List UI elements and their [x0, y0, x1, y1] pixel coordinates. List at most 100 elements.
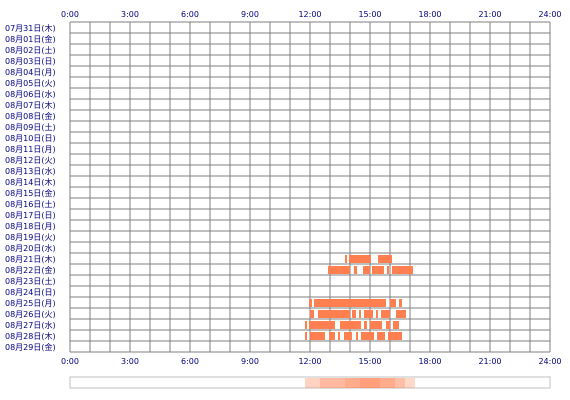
x-tick-label: 12:00	[298, 357, 321, 366]
activity-bar	[338, 332, 340, 340]
row-label: 08月09日(土)	[5, 122, 56, 132]
row-label: 08月20日(水)	[5, 243, 56, 253]
row-label: 08月28日(木)	[5, 331, 56, 341]
x-tick-label: 18:00	[418, 357, 441, 366]
activity-bar	[378, 255, 392, 263]
row-label: 08月26日(火)	[5, 310, 56, 319]
activity-bar	[364, 321, 367, 329]
activity-bar	[376, 310, 378, 318]
row-label: 08月18日(月)	[5, 222, 56, 231]
activity-bar	[396, 310, 406, 318]
activity-bar	[388, 332, 402, 340]
x-tick-label: 9:00	[241, 357, 259, 366]
activity-bar	[310, 310, 314, 318]
x-tick-label: 15:00	[358, 10, 381, 19]
row-label: 08月01日(金)	[5, 34, 56, 44]
row-label: 08月02日(土)	[5, 45, 56, 55]
x-tick-label: 6:00	[181, 357, 199, 366]
row-label: 08月19日(火)	[5, 233, 56, 242]
x-tick-label: 18:00	[418, 10, 441, 19]
activity-bar	[309, 321, 335, 329]
x-tick-label: 0:00	[61, 357, 79, 366]
x-tick-label: 6:00	[181, 10, 199, 19]
x-tick-label: 3:00	[121, 10, 139, 19]
activity-bar	[328, 266, 350, 274]
activity-bar	[305, 332, 307, 340]
x-axis-top: 0:00 3:00 6:00 9:00 12:00 15:00 18:00 21:00 24:0…	[61, 10, 562, 19]
x-tick-label: 21:00	[478, 357, 501, 366]
activity-bar	[386, 321, 390, 329]
row-label: 08月21日(木)	[5, 254, 56, 264]
row-label: 08月16日(土)	[5, 199, 56, 209]
row-label: 08月12日(火)	[5, 156, 56, 165]
activity-strip	[69, 376, 551, 389]
activity-bar	[356, 332, 358, 340]
activity-strip-frame	[69, 376, 551, 389]
activity-bar	[352, 310, 356, 318]
row-label: 08月25日(月)	[5, 299, 56, 308]
row-label: 08月05日(火)	[5, 79, 56, 88]
activity-bar	[354, 266, 357, 274]
row-label: 08月06日(水)	[5, 89, 56, 99]
row-label: 08月10日(日)	[5, 134, 56, 143]
activity-strip-segment	[395, 378, 405, 388]
row-label: 07月31日(木)	[5, 23, 56, 33]
row-label: 08月11日(月)	[5, 145, 56, 154]
x-tick-label: 3:00	[121, 357, 139, 366]
row-label: 08月15日(金)	[5, 188, 56, 198]
activity-strip-segment	[360, 378, 380, 388]
row-label: 08月22日(金)	[5, 265, 56, 275]
activity-bar	[381, 310, 390, 318]
row-label: 08月27日(水)	[5, 320, 56, 330]
activity-bar	[314, 299, 386, 307]
activity-bar	[399, 299, 402, 307]
x-tick-label: 21:00	[478, 10, 501, 19]
chart-bars	[305, 255, 413, 340]
row-label: 08月24日(日)	[5, 288, 56, 297]
activity-bar	[390, 299, 396, 307]
activity-bar	[392, 266, 413, 274]
activity-bar	[372, 266, 384, 274]
activity-bar	[364, 310, 373, 318]
x-tick-label: 12:00	[298, 10, 321, 19]
x-tick-label: 24:00	[538, 357, 561, 366]
x-tick-label: 24:00	[538, 10, 561, 19]
row-label: 08月14日(木)	[5, 177, 56, 187]
x-tick-label: 0:00	[61, 10, 79, 19]
row-label: 08月08日(金)	[5, 111, 56, 121]
activity-bar	[318, 310, 350, 318]
row-label: 08月07日(木)	[5, 100, 56, 110]
activity-bar	[305, 321, 307, 329]
row-label: 08月13日(水)	[5, 166, 56, 176]
activity-bar	[329, 332, 335, 340]
activity-bar	[349, 255, 371, 263]
activity-bar	[361, 332, 374, 340]
x-axis-bottom: 0:00 3:00 6:00 9:00 12:00 15:00 18:00 21:00 24:0…	[61, 357, 562, 366]
activity-strip-segment	[320, 378, 345, 388]
row-label: 08月17日(日)	[5, 211, 56, 220]
row-label: 08月03日(日)	[5, 57, 56, 66]
activity-bar	[309, 299, 312, 307]
activity-bar	[363, 266, 370, 274]
activity-strip-segment	[380, 378, 395, 388]
activity-bar	[387, 266, 389, 274]
activity-bar	[393, 321, 399, 329]
chart-grid	[69, 21, 551, 353]
x-tick-label: 15:00	[358, 357, 381, 366]
activity-bar	[345, 255, 347, 263]
activity-bar	[359, 310, 361, 318]
row-label: 08月04日(月)	[5, 68, 56, 77]
activity-bar	[370, 321, 382, 329]
activity-bar	[344, 332, 352, 340]
activity-bar	[377, 332, 385, 340]
row-labels: 07月31日(木)08月01日(金)08月02日(土) 08月03日(日) 08月0…	[5, 23, 56, 352]
activity-strip-segment	[405, 378, 415, 388]
activity-strip-segment	[305, 378, 320, 388]
row-label: 08月23日(土)	[5, 276, 56, 286]
activity-strip-segment	[345, 378, 360, 388]
x-tick-label: 9:00	[241, 10, 259, 19]
activity-bar	[310, 332, 325, 340]
activity-bar	[340, 321, 361, 329]
row-label: 08月29日(金)	[5, 342, 56, 352]
